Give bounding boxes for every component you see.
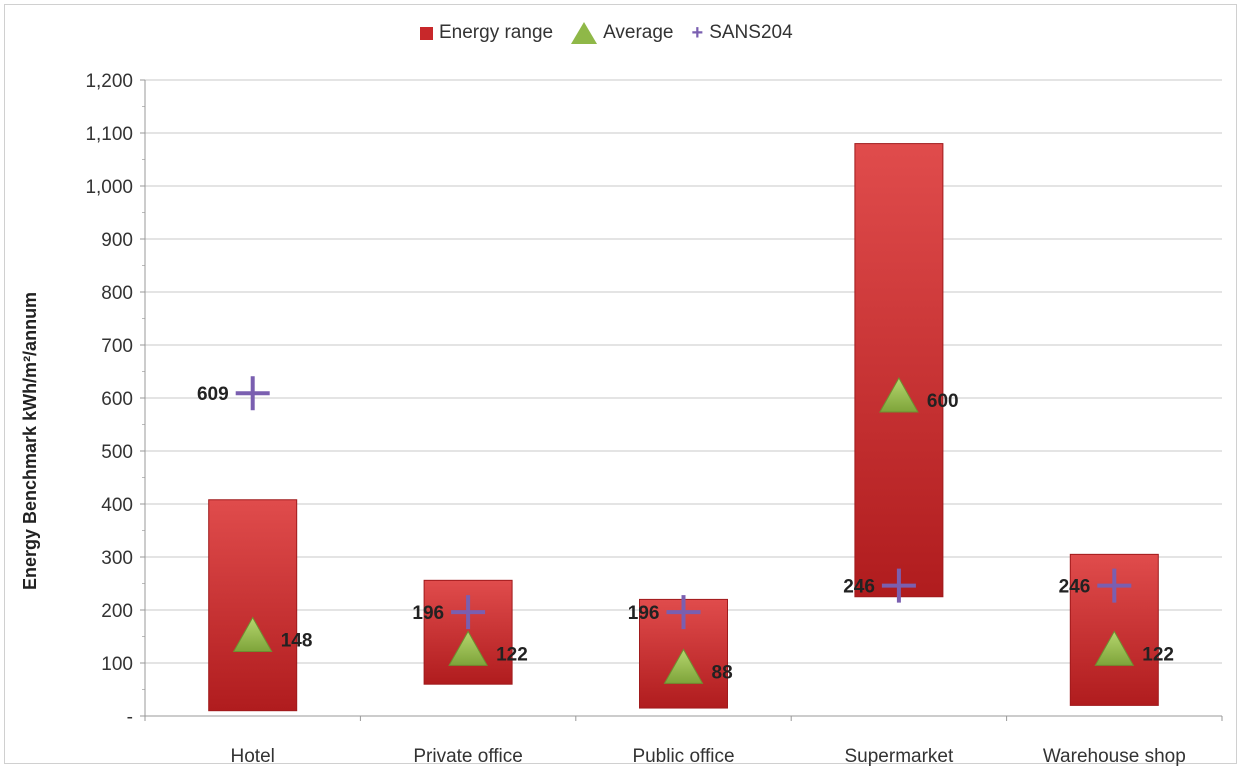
y-tick-label: 600 xyxy=(101,389,133,410)
sans204-data-label: 246 xyxy=(1059,577,1091,598)
legend-item-sans204: + SANS204 xyxy=(692,22,793,44)
y-tick-label: 1,000 xyxy=(85,177,133,198)
legend-label-sans204: SANS204 xyxy=(709,22,793,43)
legend-swatch-average-triangle-icon xyxy=(571,22,598,44)
legend-swatch-energy-range xyxy=(420,26,433,40)
average-triangle-marker xyxy=(448,630,488,666)
average-data-label: 122 xyxy=(496,644,528,665)
sans204-data-label: 246 xyxy=(843,577,875,598)
x-tick-label: Private office xyxy=(413,746,522,767)
energy-range-bar xyxy=(208,499,298,712)
y-tick-label: 500 xyxy=(101,442,133,463)
y-tick-label: 1,100 xyxy=(85,124,133,145)
average-triangle-marker xyxy=(663,648,704,684)
average-data-label: 88 xyxy=(712,662,733,683)
legend-label-average: Average xyxy=(603,22,674,43)
average-triangle-marker xyxy=(1094,630,1135,666)
chart-legend: Energy range Average + SANS204 xyxy=(420,22,793,44)
legend-item-energy-range: Energy range xyxy=(420,22,553,44)
average-data-label: 148 xyxy=(281,631,313,652)
y-tick-label: 200 xyxy=(101,601,133,622)
y-tick-label: 900 xyxy=(101,230,133,251)
y-tick-label: 700 xyxy=(101,336,133,357)
y-tick-label: 300 xyxy=(101,548,133,569)
energy-range-bar xyxy=(854,143,944,598)
legend-item-average: Average xyxy=(571,22,674,44)
average-data-label: 600 xyxy=(927,391,959,412)
y-tick-label: - xyxy=(127,707,133,728)
legend-label-energy-range: Energy range xyxy=(439,22,554,43)
sans204-data-label: 609 xyxy=(197,384,229,405)
sans204-data-label: 196 xyxy=(628,603,660,624)
x-tick-label: Public office xyxy=(632,746,734,767)
average-data-label: 122 xyxy=(1142,644,1174,665)
y-tick-label: 400 xyxy=(101,495,133,516)
legend-swatch-sans204-plus-icon: + xyxy=(691,22,704,44)
average-triangle-marker xyxy=(232,616,273,653)
y-tick-label: 1,200 xyxy=(85,71,133,92)
x-tick-label: Warehouse shop xyxy=(1043,746,1186,767)
y-tick-label: 100 xyxy=(101,654,133,675)
x-tick-label: Hotel xyxy=(231,746,275,767)
average-triangle-marker xyxy=(879,376,919,413)
x-tick-label: Supermarket xyxy=(845,746,954,767)
y-tick-label: 800 xyxy=(101,283,133,304)
sans204-data-label: 196 xyxy=(412,603,444,624)
chart-frame xyxy=(4,4,1237,764)
